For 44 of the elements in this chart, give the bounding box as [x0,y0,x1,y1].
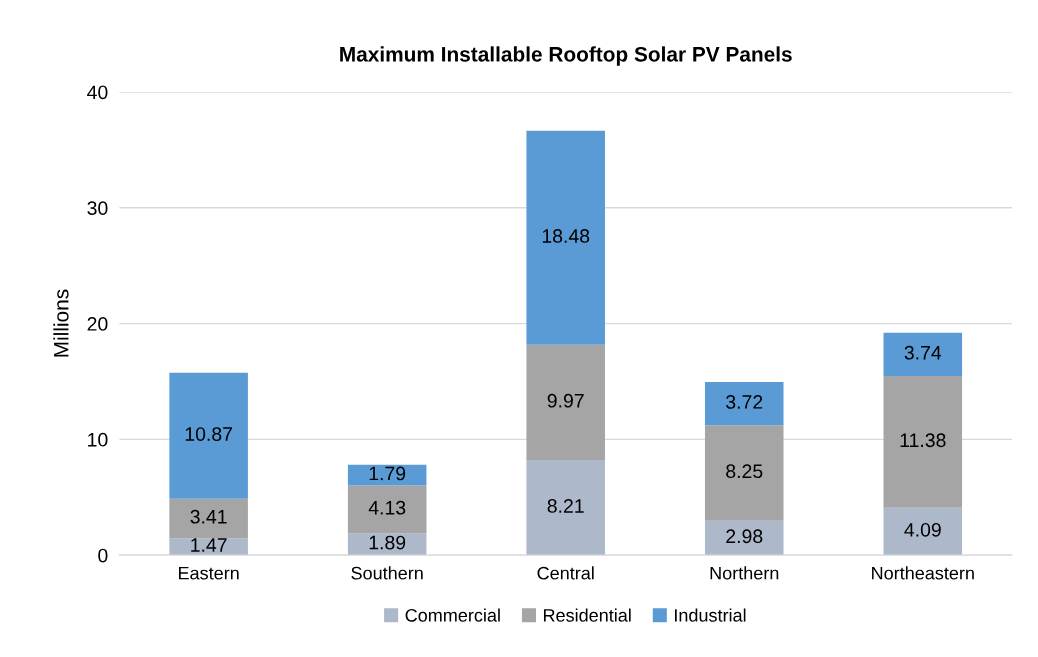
y-axis-title: Millions [53,289,69,357]
legend-label: Commercial [405,608,500,622]
bar [883,507,963,556]
data-label: 1.47 [191,538,227,552]
bar [347,533,427,556]
x-tick-label: Northern [710,566,779,580]
x-tick-label: Northeastern [872,566,974,580]
x-tick-label: Eastern [179,566,239,580]
y-tick-label: 40 [87,85,108,100]
bar [883,376,963,508]
bar [704,520,784,556]
data-label: 9.97 [547,393,584,408]
data-label: 3.72 [726,395,763,409]
bar [169,538,248,556]
bar [169,498,248,539]
bar [526,130,605,345]
data-label: 1.79 [369,466,406,481]
data-label: 4.09 [904,522,941,537]
data-label: 10.87 [185,427,232,441]
data-label: 4.13 [368,500,406,515]
y-tick-label: 30 [87,201,108,216]
legend-label: Residential [543,608,631,622]
x-tick-label: Central [537,566,594,580]
data-label: 1.89 [369,535,406,550]
data-label: 2.98 [726,529,763,544]
bar [704,425,784,521]
data-label: 11.38 [900,433,946,448]
data-label: 3.74 [904,345,942,360]
bar [883,332,963,377]
chart-title: Maximum Installable Rooftop Solar PV Panels [340,46,792,66]
y-tick-label: 0 [98,548,108,563]
data-label: 18.48 [542,229,590,243]
bar [704,382,784,426]
x-tick-label: Southern [351,566,423,580]
bar [347,485,427,534]
bar [526,460,605,556]
y-tick-label: 20 [87,317,108,331]
bar [169,372,248,499]
data-label: 3.41 [190,509,227,524]
y-tick-label: 10 [88,432,108,447]
data-label: 8.25 [726,464,763,479]
legend-label: Industrial [675,608,746,622]
data-label: 8.21 [547,499,584,513]
bar [526,344,605,461]
